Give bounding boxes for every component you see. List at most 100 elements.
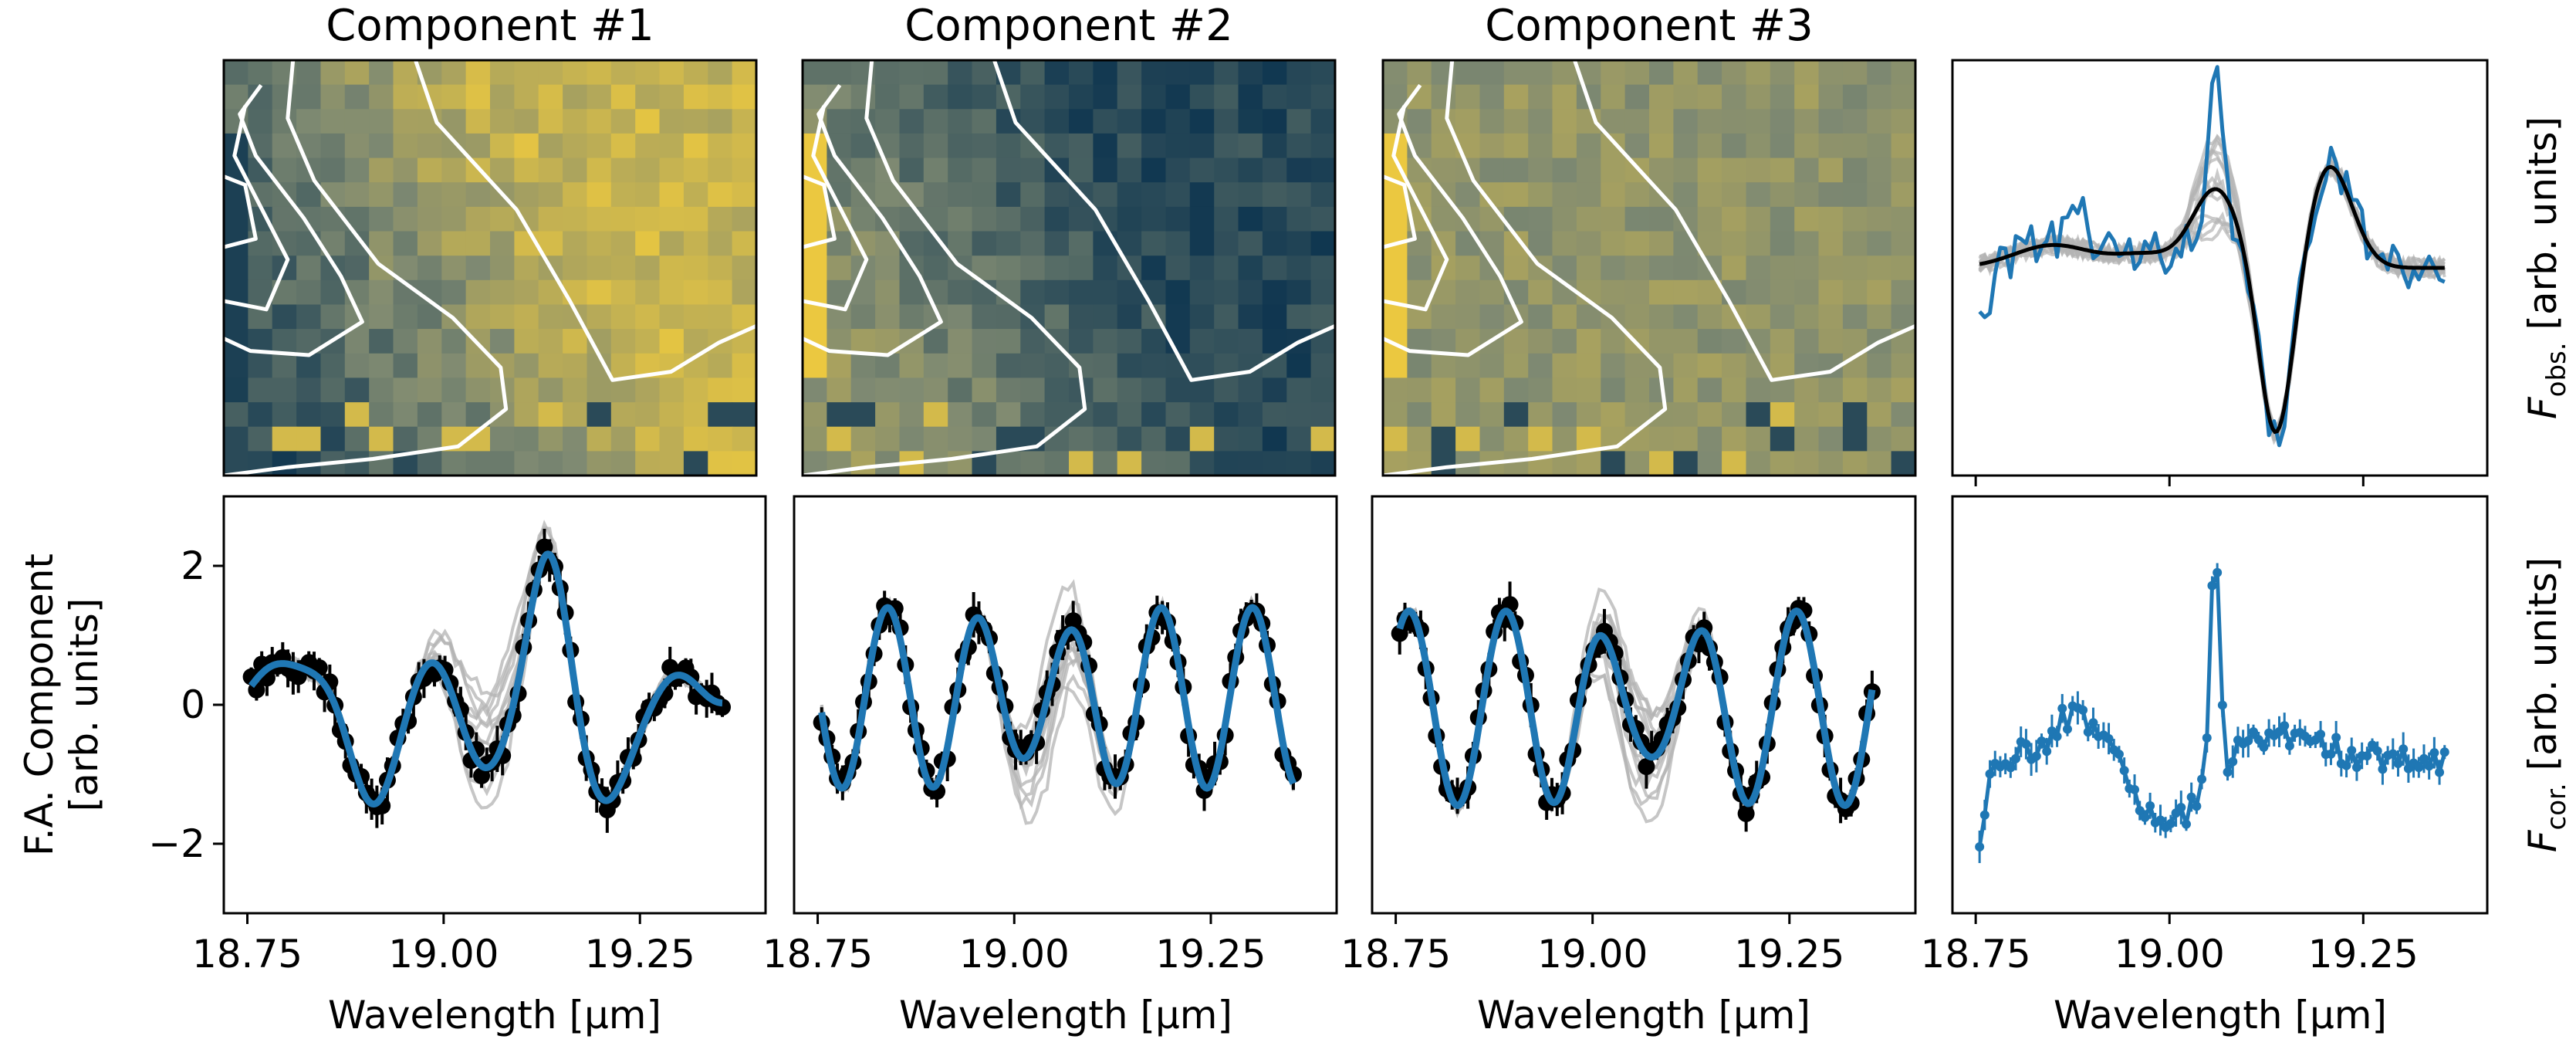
map1-pixel — [393, 182, 418, 208]
cor-data-point — [2165, 818, 2175, 828]
cor-data-point — [2378, 764, 2388, 774]
map2-pixel — [1165, 206, 1191, 232]
comp2-xtick-label: 18.75 — [762, 932, 873, 977]
map1-pixel — [563, 451, 588, 476]
map1-pixel — [320, 109, 346, 134]
map1-pixel — [683, 426, 708, 452]
map3-title: Component #3 — [1485, 1, 1813, 51]
cor-data-point — [2274, 726, 2284, 736]
map1-pixel — [708, 84, 733, 110]
map1-pixel — [514, 109, 539, 134]
map1-pixel — [659, 109, 685, 134]
map1-pixel — [563, 182, 588, 208]
map3-pixel — [1794, 84, 1820, 110]
map1-pixel — [563, 231, 588, 256]
obs-spectrum-line — [1978, 65, 2446, 448]
map2-pixel — [1214, 256, 1239, 281]
map2-pixel — [1093, 451, 1118, 476]
map1-pixel — [683, 256, 708, 281]
map3-pixel — [1867, 377, 1892, 403]
map1-pixel — [369, 182, 394, 208]
map1-pixel — [441, 206, 467, 232]
map1-pixel — [659, 279, 685, 305]
map3-pixel — [1503, 60, 1529, 86]
map1-pixel — [369, 304, 394, 330]
map2-contour — [992, 60, 1335, 382]
map2-pixel — [1262, 157, 1287, 183]
map2-pixel — [803, 256, 827, 281]
map3-frame — [1381, 59, 1917, 477]
map1-pixel — [441, 157, 467, 183]
map2-pixel — [1286, 182, 1312, 208]
map1-pixel — [465, 256, 491, 281]
map3-pixel — [1624, 304, 1650, 330]
map2-pixel — [1020, 60, 1046, 86]
map1-pixel — [683, 231, 708, 256]
cor-data-point — [2362, 751, 2372, 761]
map2-pixel — [923, 84, 948, 110]
map2-pixel — [1189, 109, 1215, 134]
map1-pixel — [732, 109, 756, 134]
map3-pixel — [1601, 133, 1626, 159]
map1-pixel — [708, 60, 733, 86]
map3-pixel — [1673, 133, 1699, 159]
map3-pixel — [1842, 206, 1868, 232]
map1-pixel — [344, 353, 370, 378]
cor-data-point — [2130, 784, 2140, 794]
map1-pixel — [344, 402, 370, 428]
map3-pixel — [1601, 279, 1626, 305]
map1-pixel — [296, 402, 322, 428]
map3-pixel — [1770, 182, 1795, 208]
map1-pixel — [393, 329, 418, 354]
map2-pixel — [1238, 84, 1263, 110]
map2-pixel — [1093, 304, 1118, 330]
map3-pixel — [1770, 353, 1795, 378]
map1-pixel — [514, 182, 539, 208]
cor-data-point — [2186, 792, 2196, 802]
cor-data-point — [2062, 724, 2072, 734]
map1-pixel — [344, 157, 370, 183]
map3-pixel — [1891, 231, 1915, 256]
map2-pixel — [1286, 451, 1312, 476]
map3-pixel — [1624, 206, 1650, 232]
map1-pixel — [490, 133, 515, 159]
map2-pixel — [899, 133, 925, 159]
map1-pixel — [563, 426, 588, 452]
map2-pixel — [1044, 206, 1070, 232]
map3-pixel — [1431, 329, 1456, 354]
map1-pixel — [587, 60, 612, 86]
cor-data-point — [2140, 812, 2150, 822]
map1-pixel — [296, 109, 322, 134]
map2-pixel — [948, 353, 973, 378]
map2-pixel — [1214, 304, 1239, 330]
map2-pixel — [1286, 402, 1312, 428]
map1-pixel — [248, 256, 273, 281]
map1-pixel — [659, 256, 685, 281]
map1-pixel — [514, 279, 539, 305]
map1-pixel — [465, 60, 491, 86]
map3-pixel — [1601, 231, 1626, 256]
map3-pixel — [1624, 182, 1650, 208]
map2-pixel — [1262, 109, 1287, 134]
map3-pixel — [1649, 402, 1674, 428]
map3-pixel — [1891, 353, 1915, 378]
cor-data-point — [2243, 736, 2253, 746]
map2-pixel — [850, 451, 876, 476]
map3-contour — [1383, 83, 1523, 357]
map2-pixel — [1141, 133, 1167, 159]
map3-pixel — [1722, 60, 1747, 86]
cor-data-point — [2202, 733, 2212, 743]
map3-pixel — [1818, 304, 1844, 330]
map1-pixel — [587, 84, 612, 110]
map3-pixel — [1624, 133, 1650, 159]
map2-pixel — [972, 304, 997, 330]
map2-pixel — [827, 353, 852, 378]
map1-pixel — [393, 157, 418, 183]
map2-pixel — [1286, 377, 1312, 403]
map2-pixel — [1093, 84, 1118, 110]
map2-pixel — [1165, 133, 1191, 159]
map2-pixel — [996, 206, 1021, 232]
map3-pixel — [1455, 231, 1481, 256]
map1-pixel — [490, 256, 515, 281]
map2-pixel — [1020, 377, 1046, 403]
